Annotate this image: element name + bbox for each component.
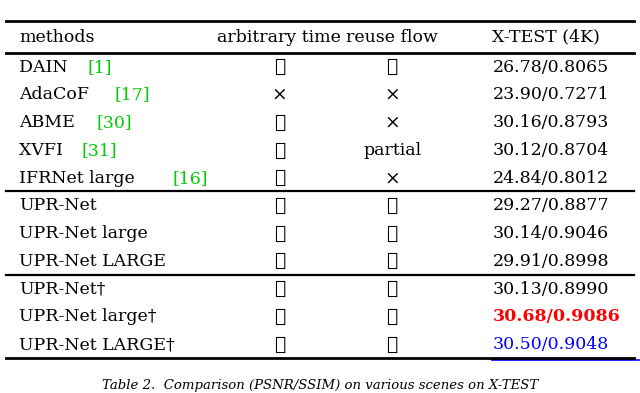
- Text: [17]: [17]: [115, 86, 150, 103]
- Text: 23.90/0.7271: 23.90/0.7271: [493, 86, 609, 103]
- Text: 30.12/0.8704: 30.12/0.8704: [493, 142, 609, 159]
- Text: ×: ×: [384, 169, 400, 187]
- Text: ×: ×: [271, 86, 287, 104]
- Text: UPR-Net: UPR-Net: [19, 197, 97, 215]
- Text: UPR-Net LARGE: UPR-Net LARGE: [19, 253, 166, 270]
- Text: [31]: [31]: [81, 142, 117, 159]
- Text: UPR-Net†: UPR-Net†: [19, 281, 106, 298]
- Text: AdaCoF: AdaCoF: [19, 86, 95, 103]
- Text: 29.91/0.8998: 29.91/0.8998: [493, 253, 609, 270]
- Text: partial: partial: [363, 142, 421, 159]
- Text: ✓: ✓: [274, 308, 285, 326]
- Text: ✓: ✓: [274, 197, 285, 215]
- Text: reuse flow: reuse flow: [346, 29, 438, 46]
- Text: ✓: ✓: [274, 252, 285, 270]
- Text: ×: ×: [384, 114, 400, 132]
- Text: [1]: [1]: [88, 59, 112, 76]
- Text: UPR-Net LARGE†: UPR-Net LARGE†: [19, 336, 175, 353]
- Text: 30.14/0.9046: 30.14/0.9046: [493, 225, 609, 242]
- Text: XVFI: XVFI: [19, 142, 68, 159]
- Text: 29.27/0.8877: 29.27/0.8877: [493, 197, 609, 215]
- Text: 30.50/0.9048: 30.50/0.9048: [493, 336, 609, 353]
- Text: ✓: ✓: [274, 280, 285, 298]
- Text: ✓: ✓: [274, 225, 285, 242]
- Text: ✓: ✓: [387, 280, 397, 298]
- Text: [16]: [16]: [172, 170, 208, 187]
- Text: ✓: ✓: [387, 336, 397, 354]
- Text: ×: ×: [384, 86, 400, 104]
- Text: DAIN: DAIN: [19, 59, 73, 76]
- Text: ✓: ✓: [274, 169, 285, 187]
- Text: [30]: [30]: [97, 114, 132, 131]
- Text: Table 2.  Comparison (PSNR/SSIM) on various scenes on X-TEST: Table 2. Comparison (PSNR/SSIM) on vario…: [102, 379, 538, 392]
- Text: ✓: ✓: [387, 225, 397, 242]
- Text: 30.16/0.8793: 30.16/0.8793: [493, 114, 609, 131]
- Text: ✓: ✓: [387, 58, 397, 76]
- Text: ✓: ✓: [274, 58, 285, 76]
- Text: ✓: ✓: [274, 336, 285, 354]
- Text: ✓: ✓: [274, 114, 285, 132]
- Text: 24.84/0.8012: 24.84/0.8012: [493, 170, 609, 187]
- Text: 26.78/0.8065: 26.78/0.8065: [493, 59, 609, 76]
- Text: UPR-Net large†: UPR-Net large†: [19, 309, 156, 325]
- Text: 30.68/0.9086: 30.68/0.9086: [493, 309, 620, 325]
- Text: ABME: ABME: [19, 114, 80, 131]
- Text: ✓: ✓: [387, 252, 397, 270]
- Text: IFRNet large: IFRNet large: [19, 170, 140, 187]
- Text: ✓: ✓: [274, 141, 285, 160]
- Text: ✓: ✓: [387, 197, 397, 215]
- Text: UPR-Net large: UPR-Net large: [19, 225, 148, 242]
- Text: X-TEST (4K): X-TEST (4K): [493, 29, 600, 46]
- Text: arbitrary time: arbitrary time: [218, 29, 341, 46]
- Text: methods: methods: [19, 29, 95, 46]
- Text: ✓: ✓: [387, 308, 397, 326]
- Text: 30.13/0.8990: 30.13/0.8990: [493, 281, 609, 298]
